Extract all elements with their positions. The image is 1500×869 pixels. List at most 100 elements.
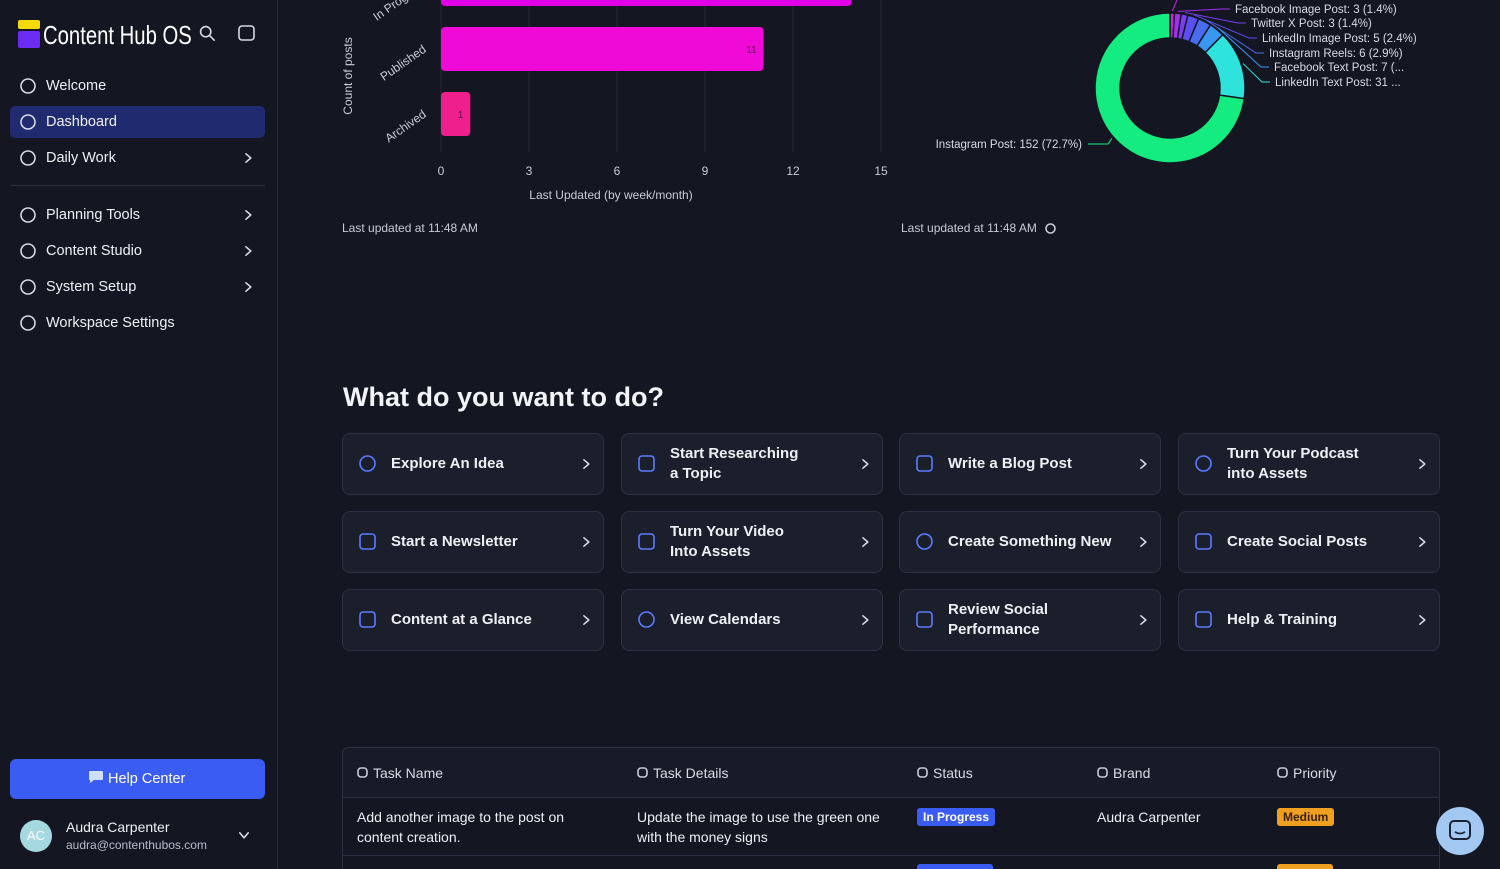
icon [245,282,252,292]
action-card[interactable]: View Calendars [621,589,883,651]
icon [20,207,36,223]
action-label: Create Social Posts [1227,532,1367,552]
slice-label: LinkedIn Text Post: 31 ... [1275,77,1401,89]
action-label-line: Turn Your Video [670,523,784,540]
pie-slice [1094,12,1246,164]
icon-shape [20,207,36,223]
action-card[interactable]: Turn Your Video Into Assets [621,511,883,573]
action-card[interactable]: Start a Newsletter [342,511,604,573]
icon [916,611,933,628]
action-label: Review Social Performance [948,600,1048,640]
chevron [245,246,252,256]
leader-line [1171,0,1178,12]
icon[interactable] [238,25,255,41]
action-card[interactable]: Start Researching a Topic [621,433,883,495]
icon-shape [359,455,376,472]
icon-shape [638,611,655,628]
nav-item[interactable]: Daily Work [10,142,265,174]
icon [862,537,869,547]
slice-label: Twitter X Post: 3 (1.4%) [1251,18,1372,30]
nav-item[interactable]: Planning Tools [10,199,265,231]
chat-launcher[interactable] [1436,807,1484,855]
divider [10,185,265,186]
icon-shape [20,315,36,331]
action-label-line: Explore An Idea [391,455,504,472]
icon-shape [916,611,933,628]
x-tick-label: 3 [526,164,533,178]
action-card[interactable]: Write a Blog Post [899,433,1161,495]
chevron [1419,537,1426,547]
slice-label: Facebook Image Post: 3 (1.4%) [1235,4,1397,16]
icon [1195,611,1212,628]
icon-shape [1195,611,1212,628]
table-cell: Audra Carpenter [1097,809,1201,825]
nav-item[interactable]: System Setup [10,271,265,303]
leader-line [1242,63,1270,83]
table-cell: Update the image to use the green one wi… [637,809,880,845]
action-label-line: Write a Blog Post [948,455,1072,472]
y-tick-label: Published [378,42,429,84]
action-card[interactable]: Create Something New [899,511,1161,573]
chevron [862,615,869,625]
action-label-line: Review Social [948,601,1049,618]
leader-line [1193,14,1257,39]
logo-part [18,31,40,48]
x-tick-label: 9 [702,164,709,178]
action-label-line: Start a Newsletter [391,533,518,550]
help-label: Help Center [108,771,186,787]
chevron [1140,537,1147,547]
icon-shape [1195,455,1212,472]
icon-shape [208,34,215,41]
icon [1097,767,1108,778]
x-tick-label: 12 [786,164,800,178]
icon-shape [20,243,36,259]
nav-item[interactable]: Welcome [10,70,265,102]
nav-label: Welcome [46,78,107,94]
icon-shape [238,25,255,41]
action-card[interactable]: Create Social Posts [1178,511,1440,573]
icon [1140,459,1147,469]
bar-value-label: 1 [458,110,464,121]
chevron [583,537,590,547]
x-tick-label: 0 [438,164,445,178]
icon [20,114,36,130]
icon [637,767,648,778]
icon[interactable] [237,828,251,842]
icon [1277,767,1288,778]
nav-item[interactable]: Content Studio [10,235,265,267]
nav-label: Planning Tools [46,207,141,223]
logo-part [18,20,40,29]
icon[interactable] [199,25,215,41]
icon-shape [638,533,655,550]
table-header-bg [343,748,1439,798]
help-center-button[interactable]: Help Center [10,759,265,799]
action-label: Create Something New [948,532,1111,552]
icon [916,533,933,550]
action-label-line: into Assets [1227,465,1308,482]
avatar: AC [20,820,52,852]
icon [862,459,869,469]
nav-item[interactable]: Workspace Settings [10,307,265,339]
action-card[interactable]: Help & Training [1178,589,1440,651]
action-card[interactable]: Content at a Glance [342,589,604,651]
icon [916,455,933,472]
chevron [1419,459,1426,469]
icon [638,611,655,628]
chevron [862,459,869,469]
sidebar: Content Hub OS Welcome Dashboard Daily Work… [0,0,278,869]
chevron [583,459,590,469]
action-card[interactable]: Explore An Idea [342,433,604,495]
leader-line [1088,138,1113,145]
icon [20,78,36,94]
action-card[interactable]: Review Social Performance [899,589,1161,651]
action-label-line: Performance [948,621,1040,638]
row-divider [343,855,1439,856]
icon[interactable] [1045,223,1056,234]
section-title: What do you want to do? [343,382,664,412]
icon [1419,537,1426,547]
icon-shape [1097,767,1108,778]
action-card[interactable]: Turn Your Podcast into Assets [1178,433,1440,495]
nav-item[interactable]: Dashboard [10,106,265,138]
icon [638,533,655,550]
chevron [245,153,252,163]
